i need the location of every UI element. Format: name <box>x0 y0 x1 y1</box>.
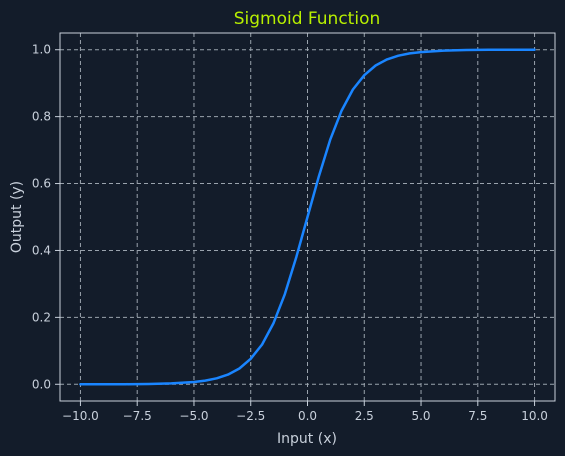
x-tick-label: 7.5 <box>468 409 487 423</box>
x-tick-label: 10.0 <box>521 409 548 423</box>
y-tick-label: 0.0 <box>32 377 51 391</box>
grid <box>60 33 555 401</box>
y-tick-label: 0.6 <box>32 177 51 191</box>
chart-title: Sigmoid Function <box>234 9 381 29</box>
x-axis-label: Input (x) <box>277 431 337 447</box>
y-tick-label: 0.4 <box>32 243 51 257</box>
x-tick-label: −7.5 <box>123 409 152 423</box>
sigmoid-line <box>79 48 536 386</box>
x-tick-label: −2.5 <box>236 409 265 423</box>
y-axis-label: Output (y) <box>9 181 25 253</box>
x-tick-label: 5.0 <box>411 409 430 423</box>
x-tick-label: −10.0 <box>62 409 99 423</box>
x-tick-label: 0.0 <box>298 409 317 423</box>
series-layer <box>79 48 536 386</box>
x-tick-label: 2.5 <box>355 409 374 423</box>
axes: −10.0 −7.5 −5.0 −2.5 0.0 2.5 5.0 7.5 10.0 0.0 0.2 0… <box>32 43 548 423</box>
y-tick-label: 0.2 <box>32 310 51 324</box>
y-tick-label: 1.0 <box>32 43 51 57</box>
x-tick-label: −5.0 <box>179 409 208 423</box>
y-tick-label: 0.8 <box>32 110 51 124</box>
